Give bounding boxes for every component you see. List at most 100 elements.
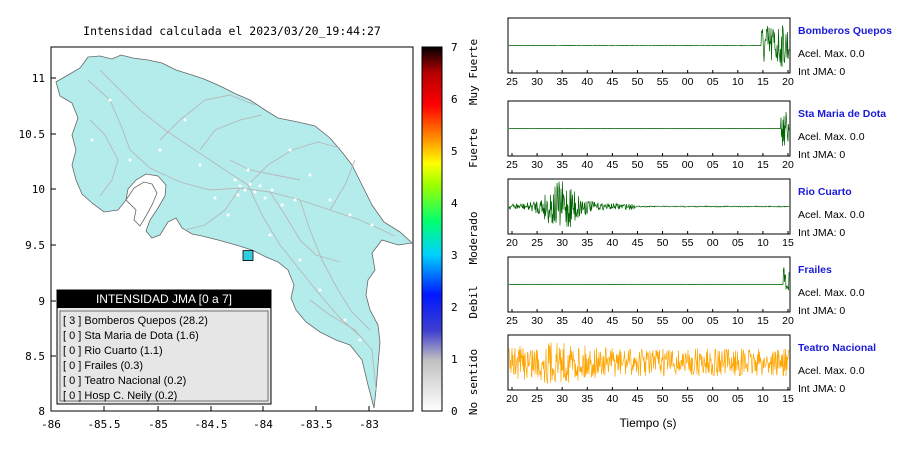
y-tick-label: 11 xyxy=(32,72,45,85)
time-tick-label: 00 xyxy=(682,159,694,171)
map-tick-marks xyxy=(51,77,370,411)
time-tick-label: 55 xyxy=(657,315,669,327)
time-tick-label: 15 xyxy=(757,315,769,327)
time-tick-label: 00 xyxy=(707,393,719,405)
x-tick-label: -85.5 xyxy=(87,418,120,431)
time-tick-label: 55 xyxy=(657,159,669,171)
colorbar-tick: 4 xyxy=(451,197,458,210)
time-tick-label: 35 xyxy=(581,237,593,249)
colorbar-tick: 7 xyxy=(451,41,458,54)
time-axis-label: Tiempo (s) xyxy=(620,416,677,430)
time-tick-label: 35 xyxy=(556,315,568,327)
station-name: Bomberos Quepos xyxy=(798,25,892,37)
road-network xyxy=(87,69,396,391)
x-tick-label: -84.5 xyxy=(194,418,227,431)
seismogram-panel: 25 30 35 40 45 50 55 00 05 10 15 20 Bomberos Quepos A… xyxy=(506,17,892,88)
station-name: Frailes xyxy=(798,264,832,276)
time-tick-label: 45 xyxy=(632,237,644,249)
map-y-axis: 11 10.5 10 9.5 9 8.5 8 xyxy=(19,72,46,418)
time-tick-label: 15 xyxy=(782,237,794,249)
max-acceleration: Acel. Max. 0.0 xyxy=(798,365,865,377)
time-tick-label: 40 xyxy=(581,315,593,327)
x-tick-label: -85 xyxy=(148,418,168,431)
time-tick-label: 50 xyxy=(632,315,644,327)
jma-intensity: Int JMA: 0 xyxy=(798,227,845,239)
waveform-trace xyxy=(508,111,790,147)
time-tick-label: 30 xyxy=(531,159,543,171)
waveform-trace xyxy=(508,342,790,384)
max-acceleration: Acel. Max. 0.0 xyxy=(798,48,865,60)
max-acceleration: Acel. Max. 0.0 xyxy=(798,131,865,143)
time-tick-label: 10 xyxy=(732,76,744,88)
time-tick-label: 25 xyxy=(531,237,543,249)
time-tick-label: 45 xyxy=(607,76,619,88)
waveform-trace xyxy=(508,267,790,291)
time-tick-label: 25 xyxy=(506,315,518,327)
time-tick-label: 05 xyxy=(707,76,719,88)
colorbar-category: Fuerte xyxy=(467,128,480,168)
time-tick-label: 45 xyxy=(632,393,644,405)
map-plot: -86 -85.5 -85 -84.5 -84 -83.5 -83 11 10.… xyxy=(19,46,414,431)
time-tick-label: 25 xyxy=(506,76,518,88)
seismogram-panels: 25 30 35 40 45 50 55 00 05 10 15 20 Bomberos Quepos A… xyxy=(506,17,892,405)
time-tick-label: 40 xyxy=(581,76,593,88)
time-tick-label: 40 xyxy=(581,159,593,171)
time-tick-label: 10 xyxy=(757,393,769,405)
time-tick-label: 50 xyxy=(657,393,669,405)
jma-intensity: Int JMA: 0 xyxy=(798,383,845,395)
map-title: Intensidad calculada el 2023/03/20_19:44… xyxy=(83,24,381,38)
max-acceleration: Acel. Max. 0.0 xyxy=(798,287,865,299)
seismogram-panel: 20 25 30 35 40 45 50 55 00 05 10 15 Teatro Nacional A… xyxy=(506,334,876,405)
map-x-axis: -86 -85.5 -85 -84.5 -84 -83.5 -83 xyxy=(41,418,379,431)
legend-row: [ 0 ] Teatro Nacional (0.2) xyxy=(63,375,186,387)
time-tick-label: 55 xyxy=(657,76,669,88)
y-tick-label: 8 xyxy=(38,405,45,418)
station-name: Sta Maria de Dota xyxy=(798,108,886,120)
time-tick-label: 20 xyxy=(782,159,794,171)
colorbar-tick: 6 xyxy=(451,93,458,106)
time-tick-label: 25 xyxy=(531,393,543,405)
time-tick-label: 10 xyxy=(757,237,769,249)
time-tick-label: 40 xyxy=(607,393,619,405)
y-tick-label: 10.5 xyxy=(19,128,46,141)
time-tick-label: 50 xyxy=(632,159,644,171)
legend-header-bar xyxy=(57,290,271,308)
station-name: Rio Cuarto xyxy=(798,186,852,198)
colorbar-tick: 5 xyxy=(451,145,458,158)
time-tick-label: 45 xyxy=(607,159,619,171)
seismogram-panel: 25 30 35 40 45 50 55 00 05 10 15 20 Frailes Acel. Max… xyxy=(506,256,865,327)
station-dots xyxy=(90,98,374,342)
time-tick-label: 20 xyxy=(782,76,794,88)
time-tick-label: 20 xyxy=(782,315,794,327)
colorbar-category: Muy Fuerte xyxy=(467,39,480,105)
time-tick-label: 10 xyxy=(732,315,744,327)
waveform-trace xyxy=(508,25,790,68)
legend-header: INTENSIDAD JMA [0 a 7] xyxy=(96,292,232,306)
seismogram-panel: 20 25 30 35 40 45 50 55 00 05 10 15 Rio Cuarto Acel. … xyxy=(506,178,865,249)
y-tick-label: 9 xyxy=(38,295,45,308)
colorbar-category: No sentido xyxy=(467,349,480,415)
intensity-colorbar: 0 1 2 3 4 5 6 7 No sentido Debil Moderad… xyxy=(421,39,480,418)
colorbar-tick: 2 xyxy=(451,301,458,314)
time-tick-label: 30 xyxy=(531,76,543,88)
jma-intensity: Int JMA: 0 xyxy=(798,305,845,317)
x-tick-label: -84 xyxy=(253,418,273,431)
y-tick-label: 9.5 xyxy=(25,239,45,252)
jma-intensity: Int JMA: 0 xyxy=(798,149,845,161)
time-tick-label: 35 xyxy=(581,393,593,405)
time-tick-label: 05 xyxy=(732,237,744,249)
time-tick-label: 35 xyxy=(556,76,568,88)
gulf-of-nicoya xyxy=(125,181,158,227)
time-tick-label: 20 xyxy=(506,237,518,249)
time-tick-label: 30 xyxy=(556,393,568,405)
legend-row: [ 0 ] Frailes (0.3) xyxy=(63,360,143,372)
colorbar-tick: 0 xyxy=(451,405,458,418)
time-tick-label: 55 xyxy=(682,237,694,249)
time-tick-label: 55 xyxy=(682,393,694,405)
time-tick-label: 40 xyxy=(607,237,619,249)
time-tick-label: 00 xyxy=(707,237,719,249)
time-tick-label: 50 xyxy=(657,237,669,249)
x-tick-label: -83 xyxy=(359,418,379,431)
legend-row: [ 0 ] Sta Maria de Dota (1.6) xyxy=(63,330,199,342)
